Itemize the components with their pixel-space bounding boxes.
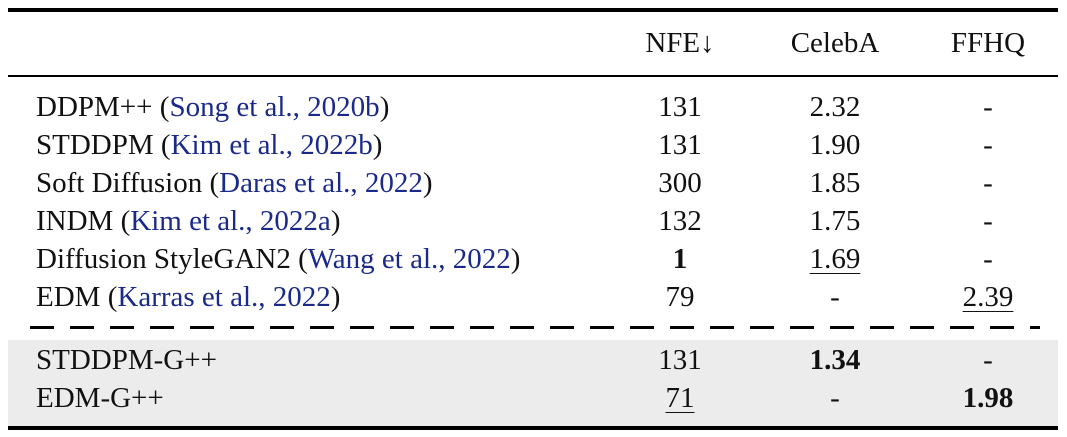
top-rule <box>8 8 1058 12</box>
cite-open: ( <box>100 281 118 313</box>
method-name: STDDPM-G++ <box>36 344 217 376</box>
celeba-cell-best: 1.34 <box>809 344 861 376</box>
method-name: Soft Diffusion <box>36 167 203 199</box>
method-name: INDM <box>36 205 114 237</box>
method-cell: STDDPM (Kim et al., 2022b) <box>36 126 382 164</box>
ffhq-cell: - <box>983 205 993 237</box>
method-name: EDM <box>36 281 101 313</box>
method-cell: Soft Diffusion (Daras et al., 2022) <box>36 164 433 202</box>
header-nfe: NFE↓ <box>645 27 715 59</box>
method-cell: DDPM++ (Song et al., 2020b) <box>36 88 389 126</box>
table-row: STDDPM (Kim et al., 2022b) 131 1.90 - <box>0 126 1067 164</box>
method-cell: INDM (Kim et al., 2022a) <box>36 202 340 240</box>
cite-open: ( <box>202 167 220 199</box>
cite-close: ) <box>422 167 433 199</box>
nfe-cell: 131 <box>658 129 702 161</box>
method-name: EDM-G++ <box>36 382 164 414</box>
cite-close: ) <box>372 129 383 161</box>
dashed-separator <box>30 326 1040 329</box>
celeba-cell: - <box>830 382 840 414</box>
table-row: INDM (Kim et al., 2022a) 132 1.75 - <box>0 202 1067 240</box>
nfe-cell: 71 <box>630 379 730 417</box>
cite-open: ( <box>152 91 170 123</box>
citation-link[interactable]: Kim et al., 2022a <box>130 205 331 237</box>
cite-open: ( <box>113 205 131 237</box>
ffhq-cell: - <box>983 91 993 123</box>
second-best-value: 1.69 <box>809 243 861 275</box>
cite-close: ) <box>330 205 341 237</box>
celeba-cell: 1.90 <box>809 129 861 161</box>
header-celeba: CelebA <box>790 27 880 59</box>
table-row: EDM (Karras et al., 2022) 79 - 2.39 <box>0 278 1067 316</box>
ffhq-cell: - <box>983 129 993 161</box>
bottom-rule <box>8 426 1058 430</box>
nfe-cell-best: 1 <box>672 243 688 275</box>
header-ffhq: FFHQ <box>950 27 1026 59</box>
table-row-ours: STDDPM-G++ 131 1.34 - <box>0 341 1067 379</box>
table-row: Diffusion StyleGAN2 (Wang et al., 2022) … <box>0 240 1067 278</box>
ffhq-cell: - <box>983 344 993 376</box>
cite-open: ( <box>153 129 171 161</box>
ffhq-cell: - <box>983 243 993 275</box>
method-cell: Diffusion StyleGAN2 (Wang et al., 2022) <box>36 240 520 278</box>
cite-open: ( <box>290 243 308 275</box>
method-name: Diffusion StyleGAN2 <box>36 243 291 275</box>
table-row: Soft Diffusion (Daras et al., 2022) 300 … <box>0 164 1067 202</box>
celeba-cell: 2.32 <box>809 91 861 123</box>
ffhq-cell-best: 1.98 <box>962 382 1014 414</box>
nfe-cell: 131 <box>658 344 702 376</box>
celeba-cell: 1.85 <box>809 167 861 199</box>
citation-link[interactable]: Karras et al., 2022 <box>117 281 331 313</box>
nfe-cell: 79 <box>665 281 695 313</box>
method-name: DDPM++ <box>36 91 153 123</box>
celeba-cell: 1.75 <box>809 205 861 237</box>
second-best-value: 2.39 <box>962 281 1014 313</box>
citation-link[interactable]: Daras et al., 2022 <box>219 167 423 199</box>
highlight-band <box>8 340 1058 426</box>
second-best-value: 71 <box>665 382 695 414</box>
ffhq-cell: - <box>983 167 993 199</box>
method-name: STDDPM <box>36 129 154 161</box>
citation-link[interactable]: Song et al., 2020b <box>169 91 380 123</box>
celeba-cell: 1.69 <box>783 240 887 278</box>
citation-link[interactable]: Wang et al., 2022 <box>307 243 511 275</box>
nfe-cell: 131 <box>658 91 702 123</box>
cite-close: ) <box>379 91 390 123</box>
table-row: DDPM++ (Song et al., 2020b) 131 2.32 - <box>0 88 1067 126</box>
cite-close: ) <box>330 281 341 313</box>
citation-link[interactable]: Kim et al., 2022b <box>170 129 373 161</box>
celeba-cell: - <box>830 281 840 313</box>
nfe-cell: 300 <box>658 167 702 199</box>
cite-close: ) <box>510 243 521 275</box>
nfe-cell: 132 <box>658 205 702 237</box>
header-rule <box>8 75 1058 77</box>
table-row-ours: EDM-G++ 71 - 1.98 <box>0 379 1067 417</box>
header-row: NFE↓ CelebA FFHQ <box>0 24 1067 62</box>
method-cell: EDM (Karras et al., 2022) <box>36 278 340 316</box>
ffhq-cell: 2.39 <box>936 278 1040 316</box>
